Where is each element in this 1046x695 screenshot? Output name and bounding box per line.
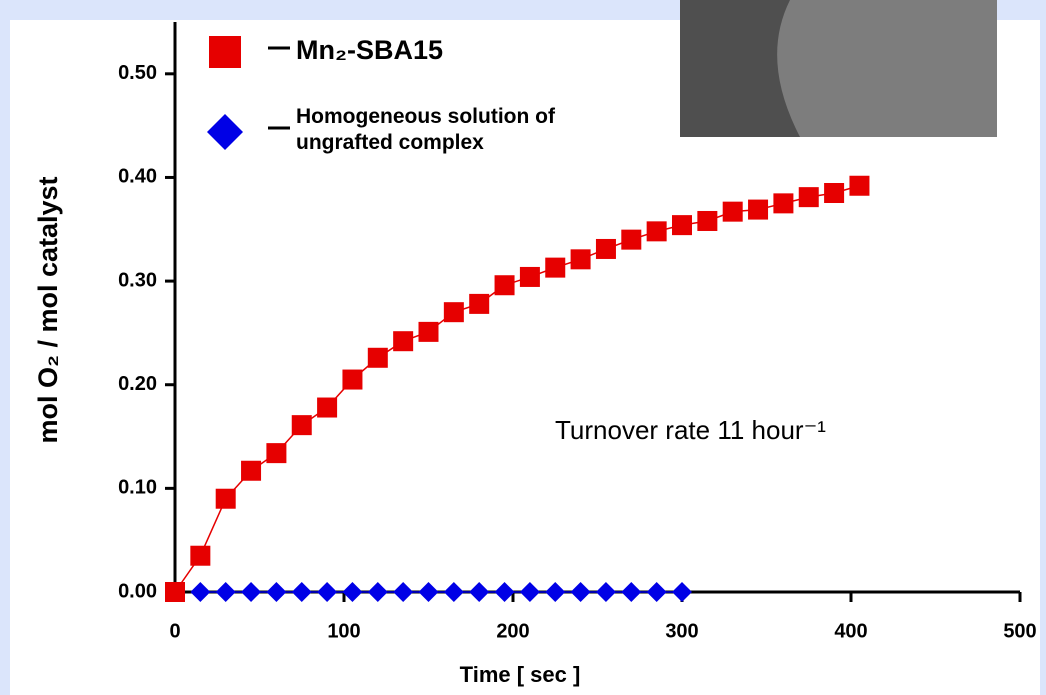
point [342,370,362,390]
point [748,200,768,220]
point [216,489,236,509]
point [849,176,869,196]
legend-symbol [209,36,241,68]
point [647,221,667,241]
x-tick-label: 400 [834,620,867,642]
x-tick-label: 500 [1003,620,1036,642]
point [241,461,261,481]
point [773,193,793,213]
y-tick-label: 0.10 [118,477,157,499]
point [368,348,388,368]
point [266,443,286,463]
point [292,415,312,435]
x-tick-label: 200 [496,620,529,642]
y-axis-label: mol O₂ / mol catalyst [33,176,63,443]
point [419,322,439,342]
point [799,187,819,207]
point [520,267,540,287]
legend-label: Homogeneous solution of ungrafted comple… [296,104,656,156]
point [444,302,464,322]
x-tick-label: 0 [169,620,180,642]
point [317,398,337,418]
x-tick-label: 300 [665,620,698,642]
y-tick-label: 0.50 [118,62,157,84]
point [165,582,185,602]
y-tick-label: 0.00 [118,580,157,602]
point [621,230,641,250]
point [697,211,717,231]
point [545,258,565,278]
point [469,294,489,314]
point [672,215,692,235]
page: {"chart_data": {"type": "line", "x_label… [0,0,1046,695]
point [596,239,616,259]
point [723,202,743,222]
y-tick-label: 0.20 [118,373,157,395]
legend-label: Mn₂-SBA15 [296,35,443,65]
x-tick-label: 100 [327,620,360,642]
point [393,331,413,351]
annotation: Turnover rate 11 hour⁻¹ [555,415,826,445]
y-tick-label: 0.40 [118,166,157,188]
point [571,249,591,269]
point [824,183,844,203]
x-axis-label: Time [ sec ] [460,662,581,687]
point [495,275,515,295]
point [190,546,210,566]
y-tick-label: 0.30 [118,269,157,291]
